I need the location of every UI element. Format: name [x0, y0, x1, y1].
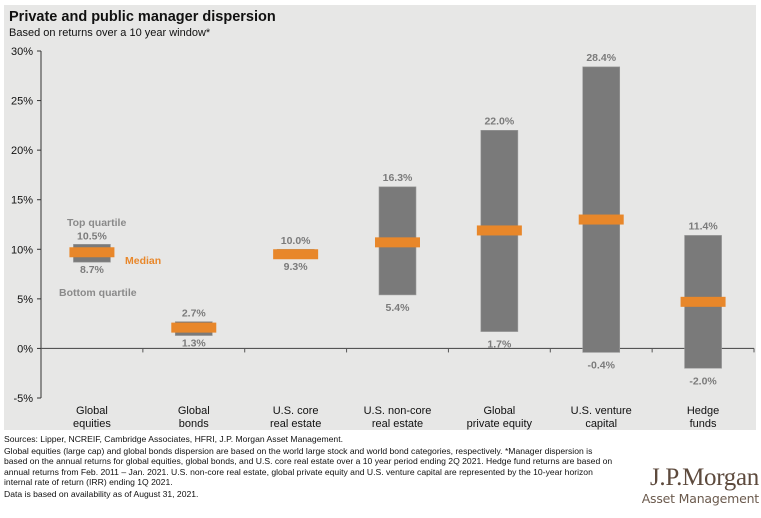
y-tick-label: 15%	[11, 195, 33, 207]
x-category-label-line: private equity	[467, 418, 533, 430]
jpmorgan-logo: J.P.Morgan Asset Management	[637, 464, 760, 507]
x-category-label-line: real estate	[270, 418, 321, 430]
x-category-label: U.S. venture capital	[571, 405, 632, 430]
dispersion-chart: 30%25%20%15%10%5%0%-5% Global equitiesGlo…	[11, 46, 755, 430]
median-marker	[578, 214, 624, 225]
y-axis: 30% 25% 20% 15% 10% 5% 0% -5%	[11, 46, 42, 405]
x-category-label-line: capital	[585, 418, 617, 430]
chart-title: Private and public manager dispersion	[9, 9, 276, 25]
y-tick-label: -5%	[13, 393, 33, 405]
x-category-label-line: U.S. non-core	[364, 405, 432, 417]
bottom-quartile-label: 1.3%	[182, 338, 207, 350]
availability-note: Data is based on availability as of Augu…	[4, 489, 199, 500]
median-marker	[171, 322, 217, 333]
x-category-label-line: Global	[178, 405, 210, 417]
x-category-label: Global bonds	[178, 405, 210, 430]
logo-wordmark: J.P.Morgan	[649, 464, 759, 491]
bottom-quartile-label: 5.4%	[386, 302, 411, 314]
x-category-label-line: Global	[483, 405, 515, 417]
annotation-bottom-quartile: Bottom quartile	[59, 287, 137, 299]
legend-annotations: Top quartile Median Bottom quartile	[59, 217, 161, 299]
x-category-label: U.S. core real estate	[270, 405, 321, 430]
y-tick-label: 5%	[17, 294, 33, 306]
bottom-quartile-label: 1.7%	[487, 339, 512, 351]
footnotes: Sources: Lipper, NCREIF, Cambridge Assoc…	[4, 434, 616, 501]
annotation-top-quartile: Top quartile	[67, 217, 126, 229]
x-category-label: U.S. non-core real estate	[364, 405, 432, 430]
x-category-label-line: bonds	[179, 418, 209, 430]
x-category-label-line: equities	[73, 418, 111, 430]
y-tick-label: 20%	[11, 145, 33, 157]
chart-subtitle: Based on returns over a 10 year window*	[9, 27, 211, 39]
x-category-label: Global equities	[73, 405, 111, 430]
top-quartile-label: 10.0%	[281, 235, 311, 247]
top-quartile-label: 28.4%	[586, 52, 616, 64]
top-quartile-label: 2.7%	[182, 308, 207, 320]
bottom-quartile-label: 8.7%	[80, 264, 105, 276]
x-category-label-line: Hedge	[687, 405, 719, 417]
x-category-label: Hedge funds	[687, 405, 719, 430]
x-category-label-line: U.S. venture	[571, 405, 632, 417]
y-tick-label: 30%	[11, 46, 33, 58]
median-marker	[69, 247, 115, 258]
median-marker	[476, 225, 522, 236]
sources-note: Sources: Lipper, NCREIF, Cambridge Assoc…	[4, 434, 343, 444]
bottom-quartile-label: -0.4%	[587, 359, 615, 371]
range-bar	[582, 66, 621, 353]
bottom-quartile-label: -2.0%	[689, 375, 717, 387]
methodology-note: Global equities (large cap) and global b…	[4, 446, 613, 487]
bottom-quartile-label: 9.3%	[284, 261, 309, 273]
top-quartile-label: 16.3%	[383, 172, 413, 184]
value-labels: 10.5% 8.7% 2.7% 1.3% 10.0% 9.3% 16.3% 5.4% 22.0%…	[77, 52, 718, 387]
y-tick-label: 10%	[11, 244, 33, 256]
x-category-label-line: Global	[76, 405, 108, 417]
top-quartile-label: 22.0%	[484, 115, 514, 127]
y-tick-label: 0%	[17, 343, 33, 355]
annotation-median: Median	[125, 255, 161, 267]
top-quartile-label: 10.5%	[77, 230, 107, 242]
y-tick-label: 25%	[11, 96, 33, 108]
range-bars	[69, 66, 726, 369]
x-category-label-line: U.S. core	[273, 405, 319, 417]
x-category-label-line: funds	[690, 418, 717, 430]
top-quartile-label: 11.4%	[688, 220, 718, 232]
median-marker	[680, 296, 726, 307]
median-marker	[375, 237, 420, 248]
median-marker	[273, 249, 319, 260]
logo-tagline: Asset Management	[641, 491, 759, 506]
x-category-label-line: real estate	[372, 418, 423, 430]
x-category-label: Global private equity	[467, 405, 533, 430]
